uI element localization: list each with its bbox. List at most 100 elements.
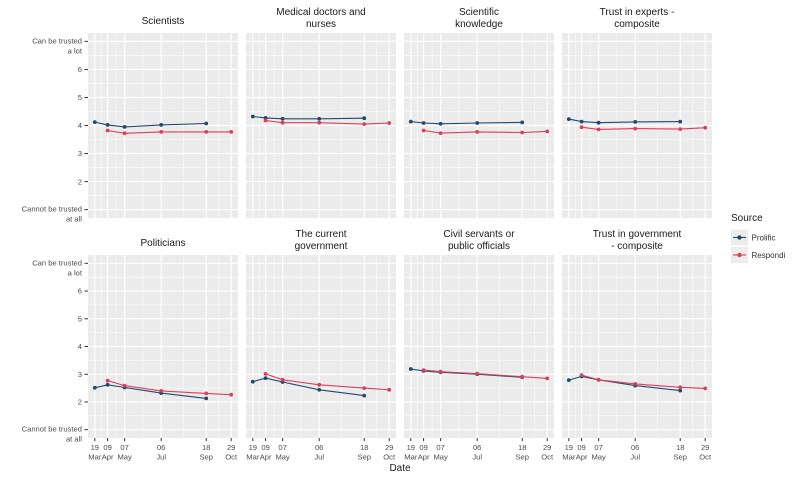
x-tick-label: 07 May [117, 443, 132, 462]
data-point-prolific [92, 120, 97, 124]
y-tick-label: Cannot be trusted at all [22, 205, 83, 224]
x-tick-month: Sep [673, 453, 687, 462]
x-tick-label: 06 Jul [314, 443, 324, 462]
x-tick-day: 09 [103, 443, 111, 452]
facet-title-line: The current [295, 229, 346, 240]
facet-title: Trust in experts -composite [600, 7, 675, 30]
facet-title-line: public officials [448, 241, 510, 252]
data-point-respondi [475, 130, 480, 134]
x-tick-day: 07 [120, 443, 128, 452]
x-tick-month: Apr [418, 453, 430, 462]
x-tick-month: Mar [562, 453, 576, 462]
data-point-respondi [596, 127, 601, 132]
data-point-prolific [263, 376, 268, 380]
y-tick-label: Can be trusted a lot [32, 36, 83, 55]
x-tick-month: Mar [246, 453, 260, 462]
y-tick-text: Cannot be trusted [22, 205, 82, 214]
x-axis-title: Date [389, 463, 411, 474]
y-tick-text: 3 [78, 149, 82, 158]
data-point-respondi [633, 126, 638, 131]
data-point-prolific [317, 387, 322, 392]
facet-title-line: Medical doctors and [276, 7, 366, 18]
data-point-respondi [421, 368, 426, 372]
data-point-respondi [280, 120, 285, 125]
x-tick-month: Sep [199, 453, 213, 462]
x-tick-label: 29 Oct [225, 443, 238, 462]
facet-title-line: - composite [611, 241, 663, 252]
x-tick-label: 29 Oct [541, 443, 554, 462]
data-point-respondi [317, 120, 322, 125]
x-tick-month: Oct [699, 453, 712, 462]
data-point-prolific [92, 385, 97, 390]
x-tick-day: 07 [436, 443, 444, 452]
x-tick-month: Sep [515, 453, 529, 462]
y-tick-label: 3 [78, 370, 82, 379]
facet-panel-scientists: Scientists Can be trusted a lot 6 5 4 3 2 Cannot… [22, 16, 238, 224]
data-point-prolific [204, 396, 209, 401]
y-tick-text: 4 [78, 121, 82, 130]
x-tick-month: May [433, 453, 448, 462]
data-point-prolific [678, 119, 683, 124]
facet-panel-trust-in-experts-composite: Trust in experts -composite [562, 7, 712, 218]
data-point-respondi [229, 130, 234, 134]
data-point-prolific [250, 379, 255, 384]
x-tick-day: 19 [249, 443, 257, 452]
facet-title-line: government [295, 241, 348, 252]
data-point-respondi [159, 130, 164, 134]
data-point-prolific [678, 388, 683, 393]
data-point-prolific [579, 119, 584, 124]
y-tick-label: 5 [78, 93, 82, 102]
y-tick-text: a lot [68, 268, 83, 277]
x-tick-label: 19 Mar [246, 443, 260, 462]
data-point-respondi [159, 389, 164, 393]
data-point-respondi [633, 382, 638, 386]
facet-title: Politicians [140, 238, 185, 249]
x-tick-label: 09 Apr [418, 443, 430, 462]
data-point-prolific [250, 114, 255, 119]
facet-title: Scientific knowledge [455, 7, 503, 30]
data-point-respondi [122, 131, 127, 136]
data-point-respondi [678, 127, 683, 131]
data-point-prolific [408, 367, 413, 371]
x-tick-day: 06 [631, 443, 639, 452]
x-tick-label: 18 Sep [673, 443, 687, 462]
facet-title: Civil servants or public officials [443, 229, 515, 252]
x-tick-day: 18 [202, 443, 210, 452]
x-tick-month: Oct [541, 453, 554, 462]
x-tick-day: 29 [385, 443, 393, 452]
data-point-respondi [387, 387, 392, 392]
x-tick-month: Oct [225, 453, 238, 462]
x-tick-day: 29 [701, 443, 709, 452]
legend-key-point [737, 252, 742, 258]
data-point-respondi [520, 130, 525, 135]
y-tick-text: Can be trusted [32, 258, 82, 267]
data-point-prolific [596, 120, 601, 125]
x-tick-day: 18 [518, 443, 526, 452]
facet-title: Medical doctors and nurses [276, 7, 366, 30]
y-tick-text: a lot [68, 46, 83, 55]
x-tick-month: Jul [314, 453, 324, 462]
y-tick-text: 2 [78, 398, 82, 407]
x-tick-day: 29 [543, 443, 551, 452]
x-tick-month: Mar [88, 453, 102, 462]
y-tick-label: 4 [78, 342, 82, 351]
x-tick-day: 07 [594, 443, 602, 452]
x-tick-label: 06 Jul [156, 443, 166, 462]
data-point-respondi [421, 128, 426, 133]
y-tick-label: 2 [78, 177, 82, 186]
data-point-prolific [159, 123, 164, 127]
data-point-respondi [596, 377, 601, 382]
facet-title: Scientists [142, 16, 185, 27]
data-point-prolific [520, 120, 525, 125]
x-tick-day: 06 [157, 443, 165, 452]
x-tick-day: 18 [676, 443, 684, 452]
x-tick-day: 09 [419, 443, 427, 452]
facet-title: Trust in government - composite [593, 229, 682, 252]
x-tick-month: Apr [102, 453, 114, 462]
facet-title-line: Scientists [142, 16, 185, 27]
x-tick-label: 19 Mar [404, 443, 418, 462]
facet-panel-scientific-knowledge: Scientific knowledge [404, 7, 554, 218]
facet-title-line: nurses [306, 19, 336, 30]
facet-title-line: knowledge [455, 19, 503, 30]
